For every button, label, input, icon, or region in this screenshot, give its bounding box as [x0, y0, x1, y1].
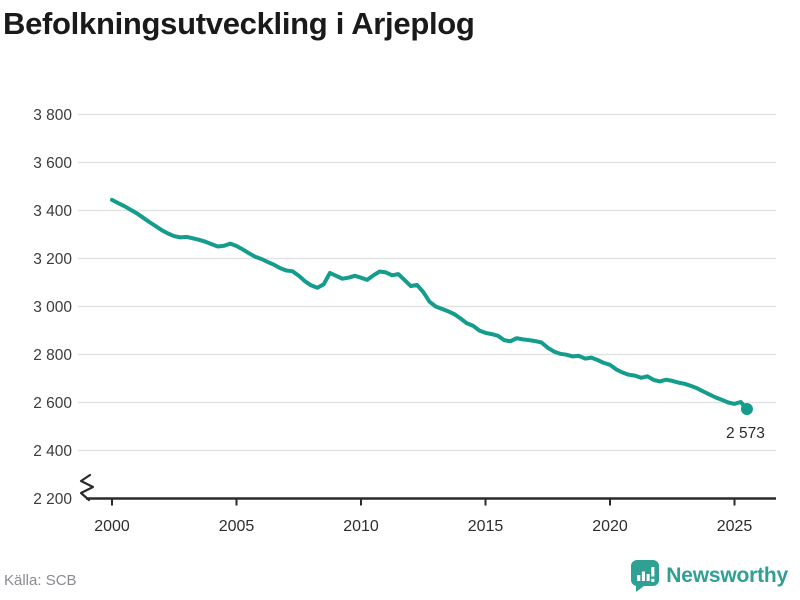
end-value-label: 2 573 — [726, 425, 765, 442]
x-tick-label: 2005 — [219, 518, 255, 535]
y-tick-label: 2 200 — [33, 491, 72, 508]
x-tick-label: 2010 — [343, 518, 379, 535]
y-tick-label: 3 400 — [33, 203, 72, 220]
x-axis — [86, 497, 776, 506]
x-axis-labels: 2000 2005 2010 2015 2020 2025 — [94, 518, 752, 535]
newsworthy-logo: Newsworthy — [631, 560, 788, 592]
x-tick-label: 2000 — [94, 518, 130, 535]
y-tick-label: 3 600 — [33, 155, 72, 172]
y-tick-label: 3 800 — [33, 107, 72, 124]
x-tick-label: 2015 — [468, 518, 504, 535]
y-tick-label: 2 400 — [33, 443, 72, 460]
x-tick-label: 2020 — [592, 518, 628, 535]
x-tick-label: 2025 — [717, 518, 753, 535]
y-tick-label: 3 000 — [33, 299, 72, 316]
y-gridlines — [78, 113, 776, 452]
population-line — [110, 197, 749, 411]
source-label: Källa: SCB — [4, 572, 77, 589]
newsworthy-logo-text: Newsworthy — [666, 564, 788, 587]
bar-chart-speech-bubble-icon — [631, 560, 660, 592]
chart-title: Befolkningsutveckling i Arjeplog — [3, 6, 475, 41]
y-axis-break-icon — [79, 473, 95, 502]
y-tick-label: 3 200 — [33, 251, 72, 268]
y-tick-label: 2 800 — [33, 347, 72, 364]
end-point-dot — [740, 402, 753, 415]
y-tick-label: 2 600 — [33, 395, 72, 412]
y-axis-labels: 2 200 2 400 2 600 2 800 3 000 3 200 3 400 3 600… — [33, 107, 72, 508]
